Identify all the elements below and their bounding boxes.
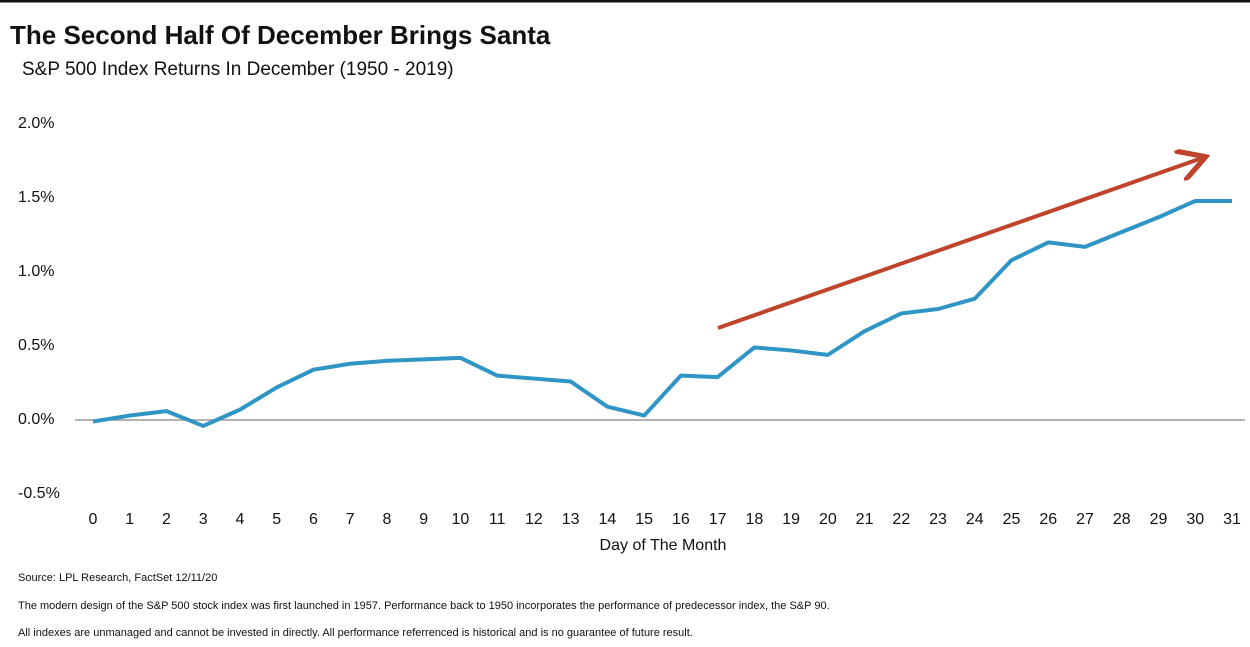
x-tick-label: 10	[452, 511, 470, 528]
y-tick-label: 2.0%	[18, 115, 54, 132]
data-line	[92, 198, 1232, 428]
y-tick-label: 0.5%	[18, 337, 54, 354]
x-tick-label: 20	[819, 511, 837, 528]
x-tick-label: 8	[382, 511, 391, 528]
x-tick-label: 23	[929, 511, 947, 528]
x-tick-label: 5	[272, 511, 281, 528]
x-tick-label: 9	[419, 511, 428, 528]
x-tick-label: 31	[1223, 511, 1241, 528]
y-tick-label: 0.0%	[18, 411, 54, 428]
x-tick-label: 30	[1186, 511, 1204, 528]
chart-subtitle: S&P 500 Index Returns In December (1950 …	[22, 59, 454, 80]
x-axis-label: Day of The Month	[600, 537, 727, 554]
x-tick-label: 26	[1039, 511, 1057, 528]
source-note: Source: LPL Research, FactSet 12/11/20	[18, 572, 217, 584]
x-tick-label: 7	[346, 511, 355, 528]
x-tick-label: 16	[672, 511, 690, 528]
x-tick-label: 15	[635, 511, 653, 528]
x-tick-label: 3	[199, 511, 208, 528]
x-tick-label: 1	[125, 511, 134, 528]
x-tick-label: 11	[489, 511, 506, 528]
x-tick-label: 6	[309, 511, 318, 528]
chart-title: The Second Half Of December Brings Santa	[10, 20, 551, 50]
x-tick-label: 24	[966, 511, 984, 528]
x-tick-label: 25	[1003, 511, 1021, 528]
x-tick-label: 28	[1113, 511, 1131, 528]
x-tick-label: 0	[89, 511, 98, 528]
x-tick-label: 21	[856, 511, 874, 528]
x-tick-label: 22	[892, 511, 910, 528]
y-tick-label: 1.0%	[18, 263, 54, 280]
x-tick-label: 19	[782, 511, 800, 528]
x-tick-label: 17	[709, 511, 727, 528]
y-tick-label: -0.5%	[18, 485, 60, 502]
x-tick-label: 12	[525, 511, 543, 528]
x-tick-label: 14	[598, 511, 616, 528]
x-tick-label: 27	[1076, 511, 1094, 528]
x-tick-label: 4	[236, 511, 245, 528]
footnote: The modern design of the S&P 500 stock i…	[18, 600, 830, 612]
x-tick-label: 2	[162, 511, 171, 528]
x-tick-label: 18	[745, 511, 763, 528]
y-tick-label: 1.5%	[18, 189, 54, 206]
footnote: All indexes are unmanaged and cannot be …	[18, 627, 693, 639]
trend-arrow	[717, 158, 1202, 330]
x-tick-label: 29	[1150, 511, 1168, 528]
x-tick-label: 13	[562, 511, 580, 528]
